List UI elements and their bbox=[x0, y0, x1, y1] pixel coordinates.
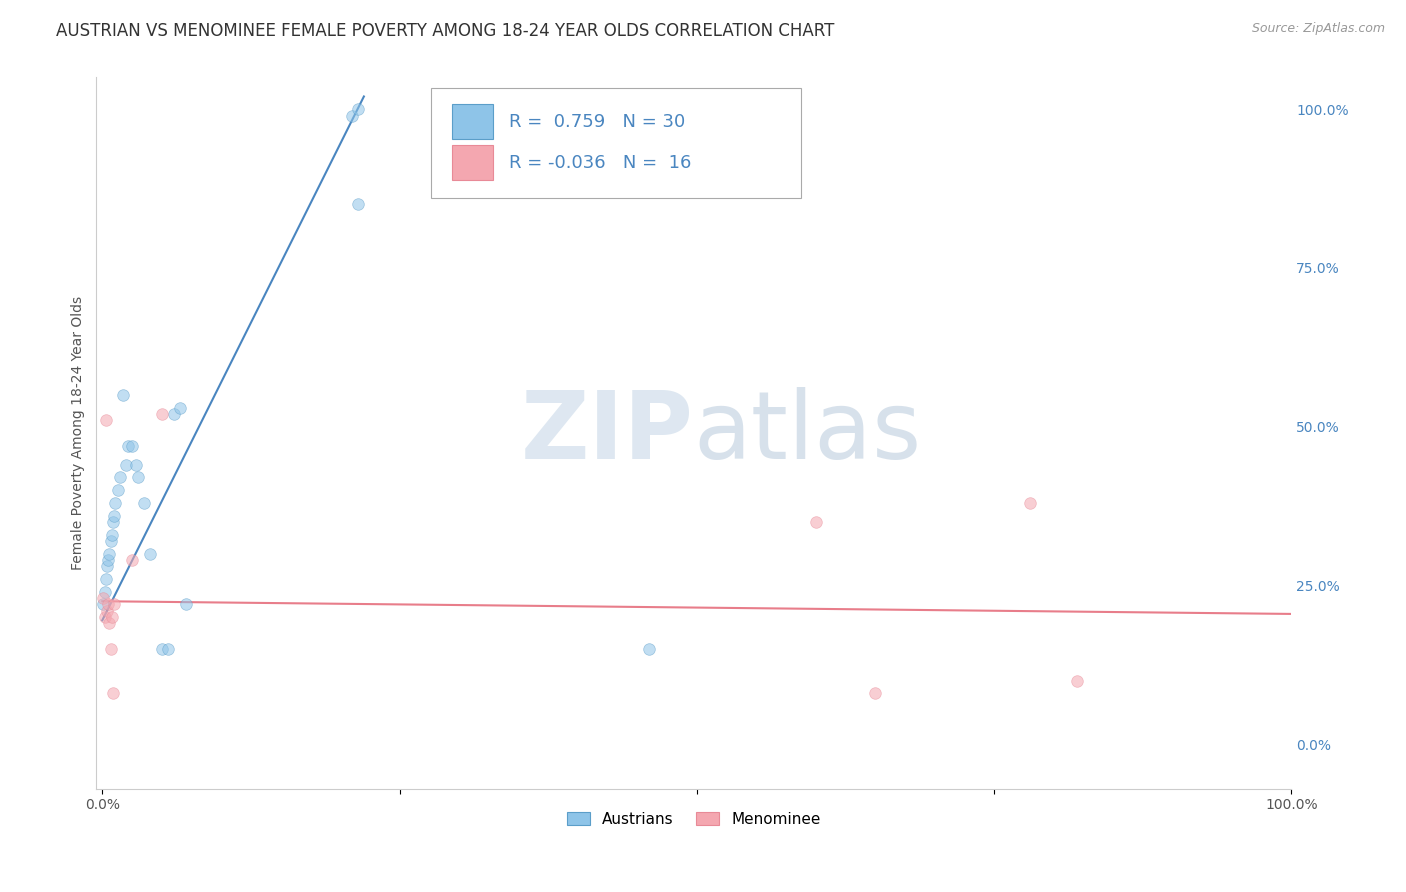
Point bbox=[98, 547, 121, 561]
FancyBboxPatch shape bbox=[453, 104, 494, 139]
Point bbox=[101, 527, 124, 541]
Point bbox=[804, 515, 827, 529]
Point bbox=[93, 610, 115, 624]
Point bbox=[347, 102, 370, 116]
Legend: Austrians, Menominee: Austrians, Menominee bbox=[560, 804, 828, 834]
Point bbox=[121, 439, 143, 453]
Point bbox=[117, 439, 139, 453]
Point bbox=[93, 584, 115, 599]
Point bbox=[111, 388, 134, 402]
Text: AUSTRIAN VS MENOMINEE FEMALE POVERTY AMONG 18-24 YEAR OLDS CORRELATION CHART: AUSTRIAN VS MENOMINEE FEMALE POVERTY AMO… bbox=[56, 22, 835, 40]
Point bbox=[127, 470, 149, 484]
Point bbox=[101, 686, 124, 700]
Point bbox=[97, 553, 120, 567]
Point bbox=[139, 547, 162, 561]
Point bbox=[103, 508, 125, 523]
Point bbox=[1066, 673, 1088, 688]
Point bbox=[121, 553, 143, 567]
Point bbox=[124, 458, 146, 472]
Point bbox=[347, 197, 370, 211]
Point bbox=[156, 641, 179, 656]
Point bbox=[1018, 496, 1040, 510]
Point bbox=[101, 515, 124, 529]
Point bbox=[863, 686, 886, 700]
Point bbox=[94, 413, 117, 427]
Point bbox=[162, 407, 184, 421]
Point bbox=[96, 559, 118, 574]
Point bbox=[98, 616, 121, 631]
Point bbox=[96, 604, 118, 618]
Y-axis label: Female Poverty Among 18-24 Year Olds: Female Poverty Among 18-24 Year Olds bbox=[72, 296, 86, 570]
Point bbox=[101, 610, 124, 624]
Point bbox=[340, 109, 363, 123]
Point bbox=[100, 533, 122, 548]
Point bbox=[93, 591, 115, 605]
FancyBboxPatch shape bbox=[432, 88, 801, 198]
Point bbox=[174, 598, 197, 612]
Text: atlas: atlas bbox=[693, 387, 922, 479]
Point bbox=[132, 496, 155, 510]
Point bbox=[107, 483, 129, 497]
Point bbox=[97, 598, 120, 612]
Point bbox=[108, 470, 131, 484]
Text: ZIP: ZIP bbox=[522, 387, 693, 479]
Point bbox=[93, 598, 115, 612]
Text: Source: ZipAtlas.com: Source: ZipAtlas.com bbox=[1251, 22, 1385, 36]
Point bbox=[115, 458, 138, 472]
Point bbox=[94, 572, 117, 586]
Text: R = -0.036   N =  16: R = -0.036 N = 16 bbox=[509, 153, 690, 172]
Point bbox=[638, 641, 661, 656]
Point bbox=[103, 598, 125, 612]
FancyBboxPatch shape bbox=[453, 145, 494, 180]
Point bbox=[100, 641, 122, 656]
Point bbox=[150, 641, 173, 656]
Text: R =  0.759   N = 30: R = 0.759 N = 30 bbox=[509, 112, 685, 130]
Point bbox=[104, 496, 127, 510]
Point bbox=[169, 401, 191, 415]
Point bbox=[150, 407, 173, 421]
